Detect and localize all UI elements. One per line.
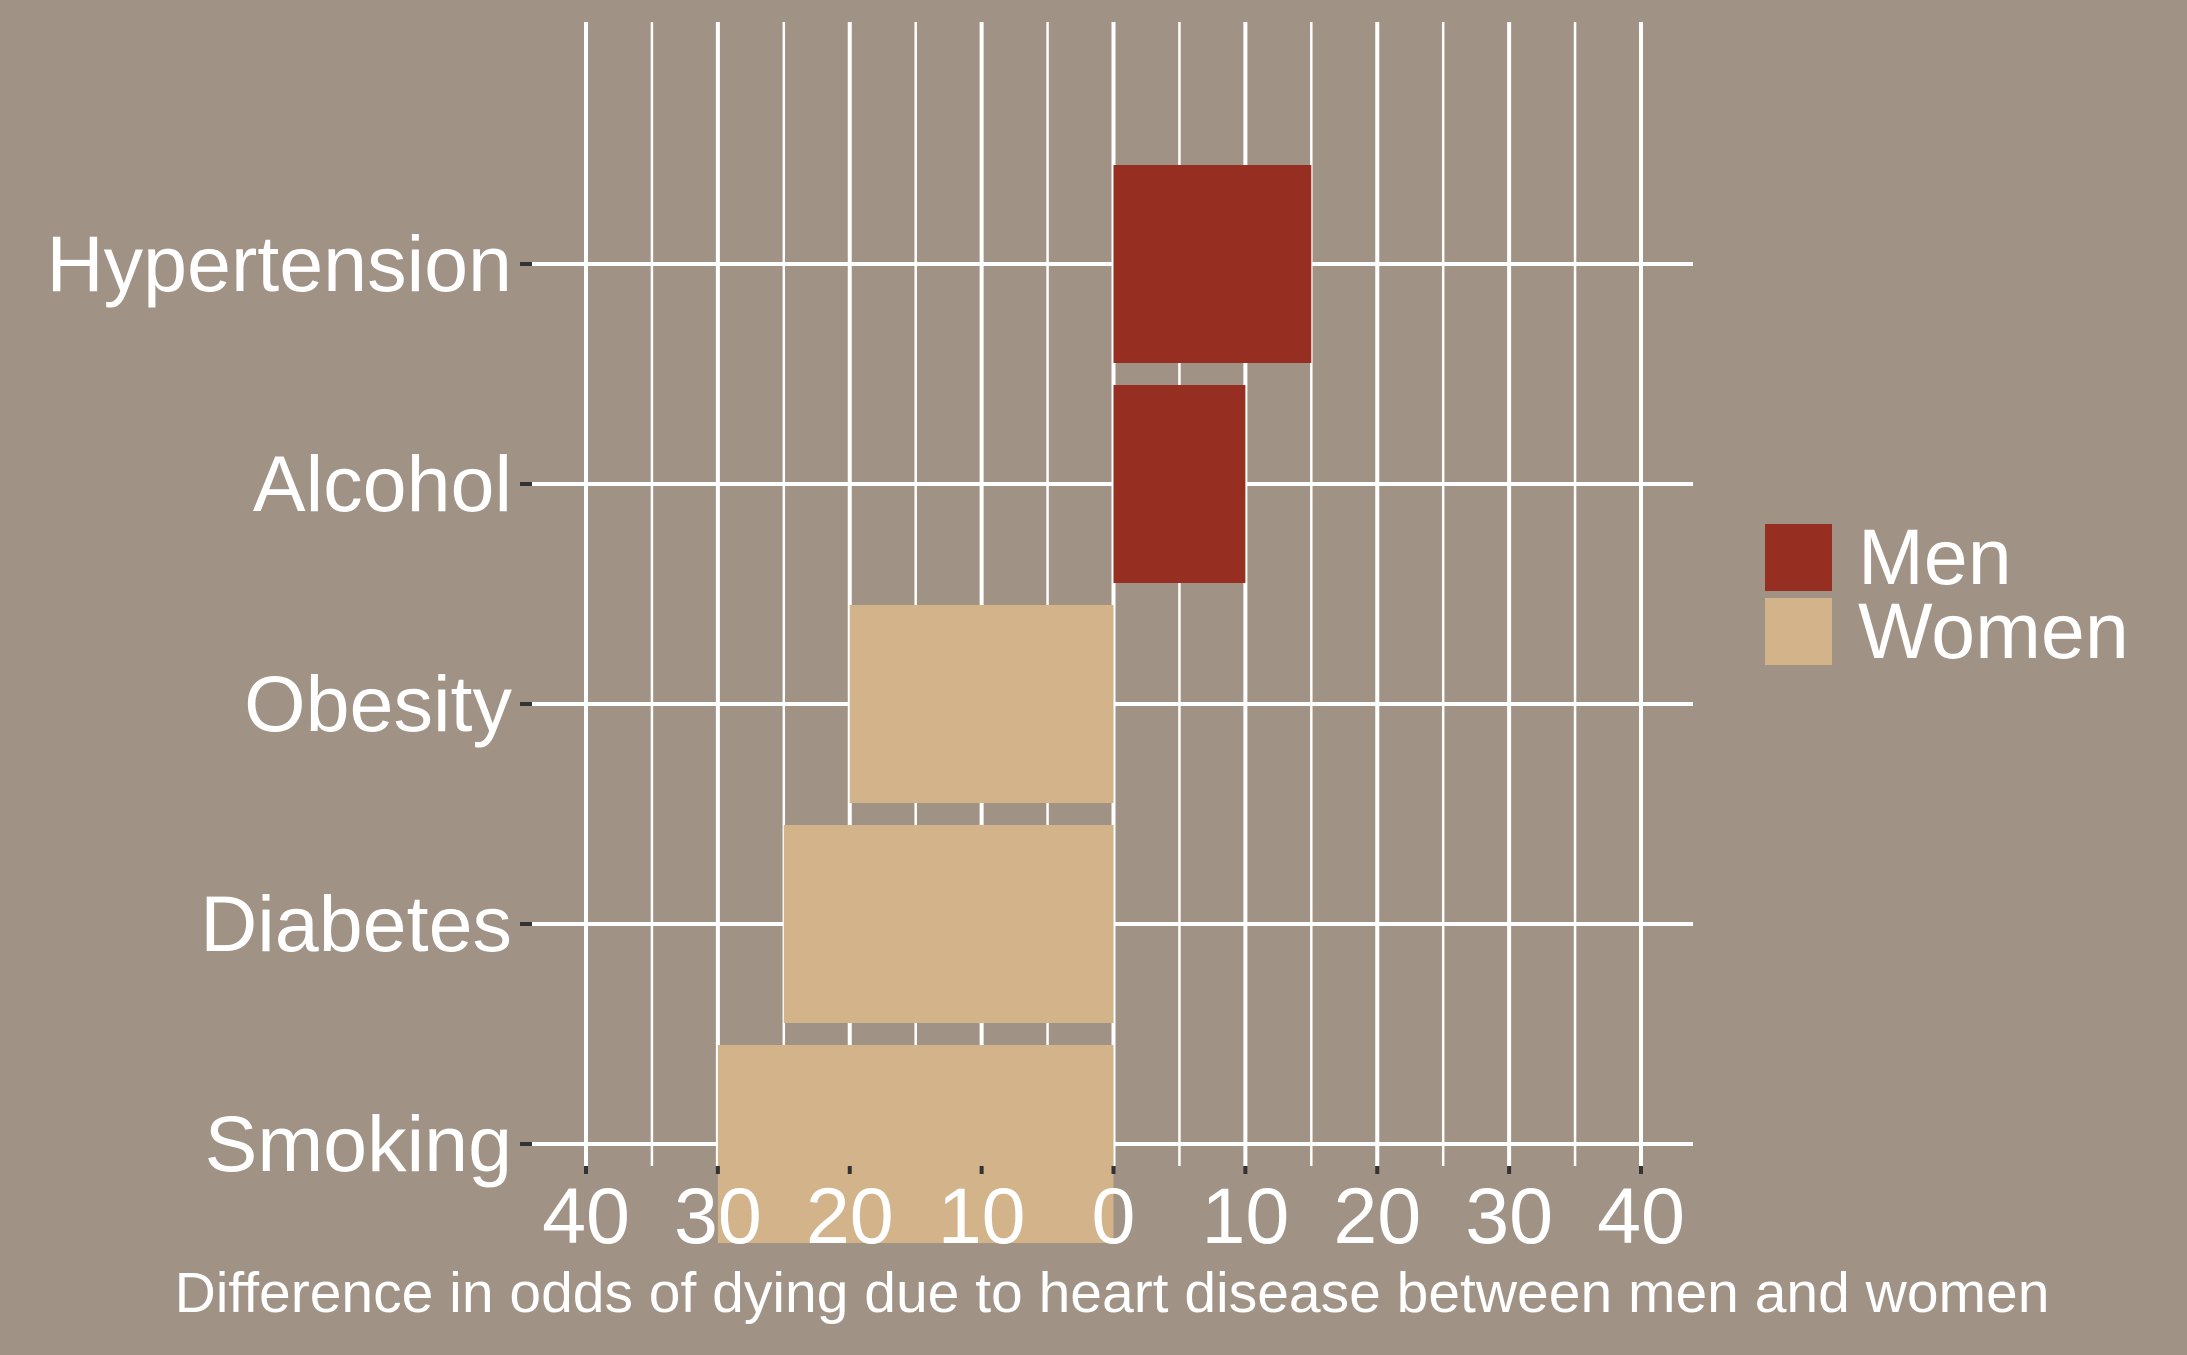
x-tick-label: 40 — [1597, 1171, 1685, 1260]
bars-layer — [717, 165, 1312, 1243]
bar-obesity — [849, 605, 1114, 803]
legend-label-women: Women — [1858, 586, 2129, 675]
y-axis: Hypertension Alcohol Obesity Diabetes Smokin… — [47, 219, 532, 1188]
x-axis-title: Difference in odds of dying due to heart… — [175, 1261, 2050, 1325]
y-tick-label-diabetes: Diabetes — [200, 879, 512, 968]
bar-smoking — [717, 1045, 1114, 1243]
legend-swatch-men — [1765, 524, 1832, 591]
x-tick-label: 20 — [1333, 1171, 1421, 1260]
bar-alcohol — [1113, 385, 1246, 583]
x-tick-label: 30 — [674, 1171, 762, 1260]
y-tick-label-obesity: Obesity — [244, 659, 512, 748]
y-tick-label-smoking: Smoking — [205, 1099, 512, 1188]
x-tick-label: 30 — [1465, 1171, 1553, 1260]
bar-hypertension — [1113, 165, 1312, 363]
legend-label-men: Men — [1858, 512, 2012, 601]
x-tick-label: 20 — [806, 1171, 894, 1260]
y-tick-label-hypertension: Hypertension — [47, 219, 512, 308]
x-tick-label: 0 — [1092, 1171, 1136, 1260]
legend-swatch-women — [1765, 598, 1832, 665]
x-axis: 40 30 20 10 0 10 20 30 40 — [542, 1166, 1685, 1260]
bar-diabetes — [783, 825, 1114, 1023]
x-tick-label: 10 — [938, 1171, 1026, 1260]
x-tick-label: 10 — [1201, 1171, 1289, 1260]
y-tick-label-alcohol: Alcohol — [253, 439, 512, 528]
x-tick-label: 40 — [542, 1171, 630, 1260]
